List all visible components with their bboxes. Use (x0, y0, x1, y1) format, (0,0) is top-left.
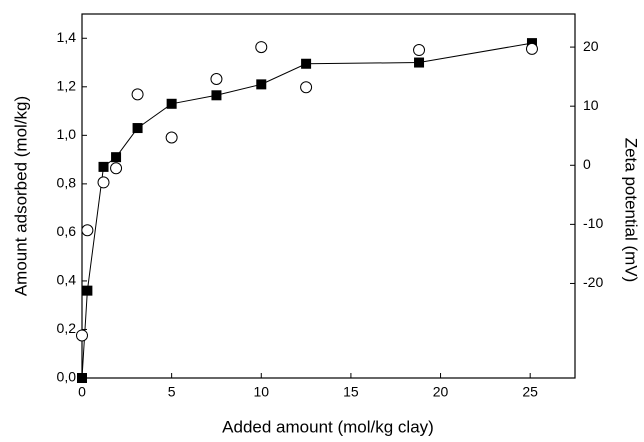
data-point (255, 41, 268, 54)
data-point (98, 161, 109, 172)
y-tick-label: 0,8 (57, 175, 77, 191)
y2-tick-label: 0 (583, 156, 591, 172)
y2-tick-label: 10 (583, 97, 599, 113)
y2-tick-label: -20 (583, 274, 603, 290)
data-point (300, 81, 313, 94)
x-tick-label: 0 (78, 384, 86, 400)
y2-tick-label: -10 (583, 215, 603, 231)
data-point (82, 285, 93, 296)
plot-frame (81, 13, 576, 379)
data-point (131, 88, 144, 101)
x-tick-label: 15 (343, 384, 359, 400)
y-tick-label: 0,2 (57, 320, 77, 336)
y-axis-title: Amount adsorbed (mol/kg) (11, 96, 30, 296)
data-point (77, 373, 87, 383)
data-point (165, 131, 178, 144)
y-tick-label: 0,0 (57, 369, 77, 385)
data-point (256, 79, 267, 90)
data-point (301, 58, 312, 69)
data-point (97, 176, 110, 189)
x-tick-label: 5 (168, 384, 176, 400)
data-point (76, 329, 88, 342)
x-tick-label: 25 (522, 384, 538, 400)
x-tick-label: 10 (253, 384, 269, 400)
x-tick-label: 20 (433, 384, 449, 400)
data-point (132, 123, 143, 134)
y-tick-label: 1,2 (57, 78, 77, 94)
data-point (210, 73, 223, 85)
data-point (211, 90, 222, 101)
y-tick-label: 1,0 (57, 126, 77, 142)
y2-tick-label: 20 (583, 38, 599, 54)
data-point (525, 42, 538, 55)
data-point (110, 162, 123, 175)
data-point (111, 152, 122, 163)
data-point (414, 57, 425, 68)
y-tick-label: 0,6 (57, 223, 77, 239)
x-axis-title: Added amount (mol/kg clay) (222, 417, 434, 436)
data-point (413, 44, 426, 57)
series-line (81, 42, 533, 379)
data-point (81, 224, 94, 237)
y2-axis-title: Zeta potential (mV) (622, 138, 641, 283)
y-tick-label: 0,4 (57, 272, 77, 288)
data-point (166, 98, 177, 109)
y-tick-label: 1,4 (57, 29, 77, 45)
